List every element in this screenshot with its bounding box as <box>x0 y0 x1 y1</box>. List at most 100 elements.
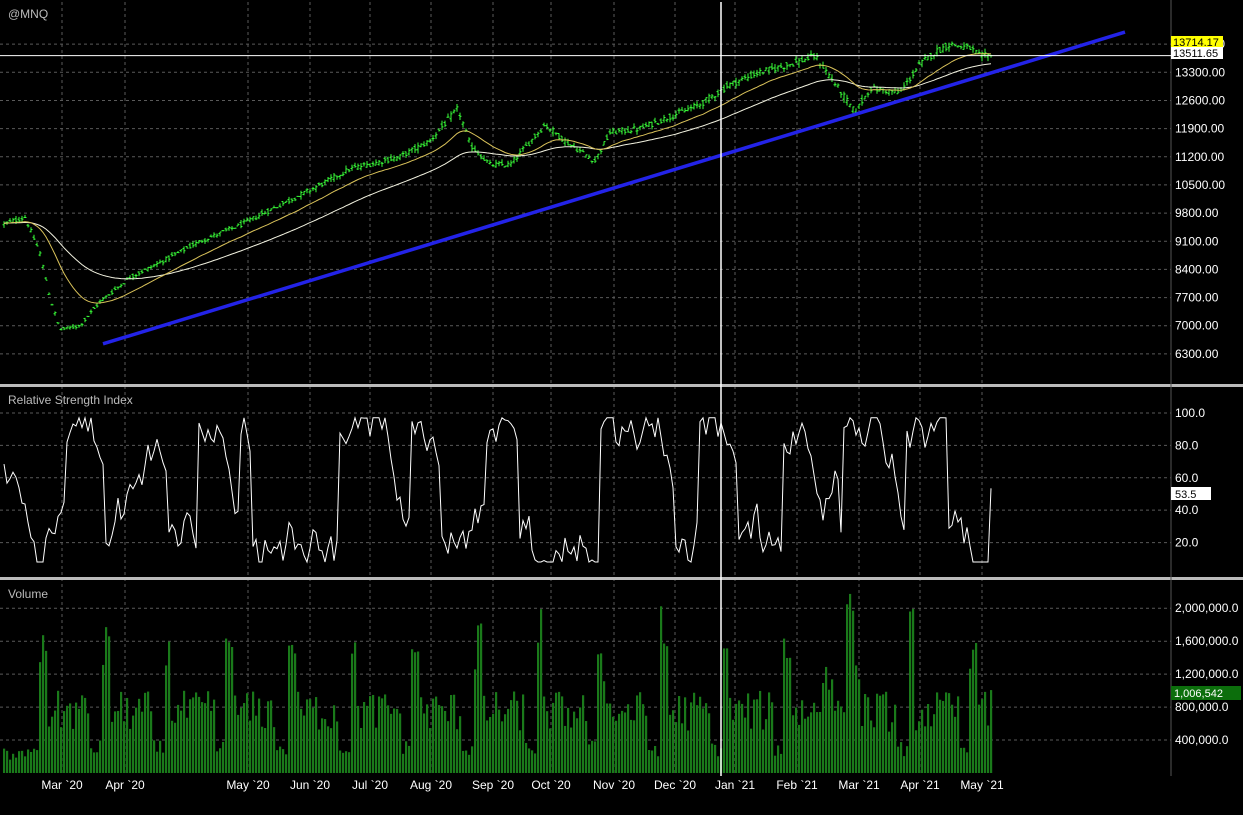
volume-bar <box>45 650 48 773</box>
volume-bar <box>861 725 864 773</box>
volume-bar <box>132 715 135 773</box>
volume-bar <box>735 703 738 773</box>
volume-bar <box>504 714 507 773</box>
volume-bar <box>423 713 426 773</box>
volume-bar <box>108 636 111 773</box>
volume-bar <box>594 741 597 773</box>
volume-bar <box>306 699 309 773</box>
volume-value-tag <box>1171 686 1241 700</box>
volume-bar <box>759 690 762 773</box>
volume-bar <box>810 712 813 773</box>
price-tick-label: 7000.00 <box>1175 319 1219 333</box>
volume-bar <box>774 755 777 773</box>
volume-bar <box>432 698 435 773</box>
volume-bar <box>312 707 315 773</box>
volume-bar <box>291 644 294 773</box>
volume-bar <box>681 723 684 773</box>
volume-bar <box>204 703 207 773</box>
volume-bar <box>129 728 132 773</box>
volume-bar <box>168 641 171 773</box>
volume-bar <box>582 695 585 773</box>
volume-bar <box>399 713 402 773</box>
volume-bar <box>804 718 807 773</box>
volume-bar <box>420 697 423 773</box>
volume-bar <box>750 728 753 773</box>
volume-bar <box>6 750 9 773</box>
volume-bar <box>879 695 882 773</box>
volume-bar <box>852 610 855 773</box>
volume-bar <box>954 716 957 773</box>
volume-bar <box>570 727 573 773</box>
volume-bar <box>555 692 558 773</box>
volume-bar <box>483 695 486 773</box>
volume-bar <box>177 704 180 773</box>
volume-bar <box>273 727 276 773</box>
volume-bar <box>228 642 231 773</box>
volume-bar <box>963 747 966 773</box>
rsi-tick-label: 60.0 <box>1175 471 1199 485</box>
volume-bar <box>357 705 360 773</box>
volume-title: Volume <box>8 587 48 601</box>
rsi-tick-label: 20.0 <box>1175 536 1199 550</box>
panel-divider-rsi-volume[interactable] <box>0 577 1243 580</box>
volume-bar <box>762 729 765 773</box>
rsi-value-tag <box>1171 487 1211 500</box>
volume-bar <box>297 691 300 773</box>
volume-bar <box>426 704 429 773</box>
volume-bar <box>24 756 27 773</box>
volume-bar <box>435 696 438 773</box>
volume-bar <box>468 754 471 773</box>
price-tick-label: 11200.00 <box>1175 150 1224 164</box>
volume-bar <box>546 711 549 773</box>
volume-bar <box>369 696 372 773</box>
price-tick-label: 11900.00 <box>1175 122 1224 136</box>
volume-bar <box>57 690 60 773</box>
volume-bar <box>342 752 345 773</box>
volume-bar <box>438 705 441 773</box>
volume-bar <box>51 716 54 773</box>
volume-bar <box>456 729 459 773</box>
volume-bar <box>465 750 468 773</box>
volume-bar <box>393 708 396 773</box>
volume-bar <box>165 665 168 773</box>
volume-bar <box>630 719 633 773</box>
volume-bar <box>267 701 270 773</box>
volume-bar <box>318 729 321 773</box>
volume-bar <box>816 712 819 773</box>
volume-bar <box>936 692 939 773</box>
time-tick-label: Apr `20 <box>105 778 145 792</box>
volume-bar <box>192 697 195 773</box>
volume-bar <box>33 748 36 773</box>
volume-bar <box>330 728 333 773</box>
volume-bar <box>375 727 378 773</box>
price-tick-label: 12600.00 <box>1175 93 1225 107</box>
volume-bar <box>255 715 258 773</box>
last-price-tag <box>1171 36 1223 48</box>
volume-bar <box>285 754 288 773</box>
volume-bar <box>372 694 375 773</box>
volume-bar <box>789 657 792 773</box>
volume-bar <box>819 711 822 773</box>
volume-bar <box>84 697 87 773</box>
volume-bar <box>651 750 654 773</box>
volume-bar <box>102 664 105 773</box>
volume-bar <box>351 653 354 773</box>
volume-bar <box>384 694 387 773</box>
volume-bar <box>117 710 120 773</box>
volume-bar <box>543 696 546 773</box>
trendline[interactable] <box>102 30 1126 346</box>
volume-bar <box>990 690 993 773</box>
volume-bar <box>708 713 711 773</box>
volume-bar <box>669 714 672 773</box>
volume-bar <box>849 593 852 773</box>
time-tick-label: Jan `21 <box>715 778 755 792</box>
volume-bar <box>279 746 282 773</box>
volume-bar <box>9 759 12 773</box>
volume-bar <box>984 691 987 773</box>
rsi-tick-label: 100.0 <box>1175 406 1205 420</box>
volume-bar <box>114 711 117 773</box>
panel-divider-price-rsi[interactable] <box>0 384 1243 387</box>
volume-tick-label: 2,000,000.0 <box>1175 601 1239 615</box>
volume-bar <box>12 753 15 773</box>
